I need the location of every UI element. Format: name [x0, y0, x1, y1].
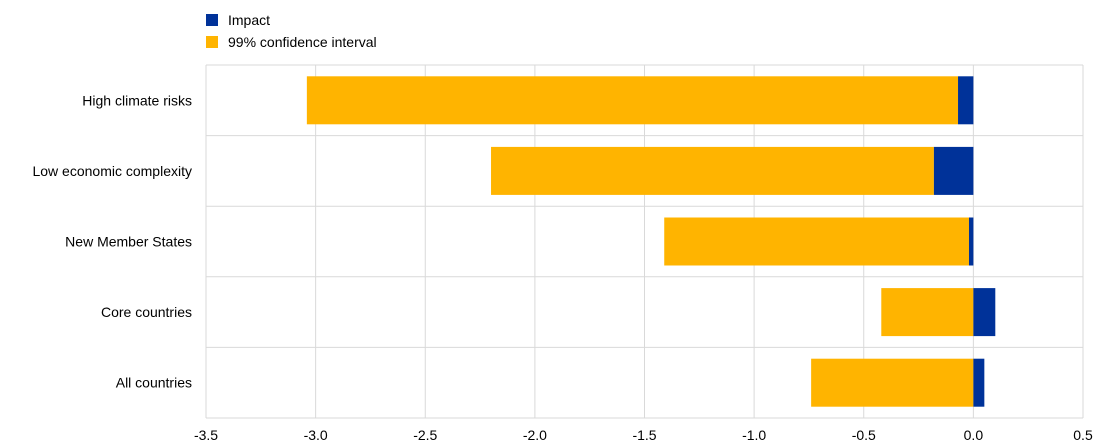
impact-bar-4: [973, 358, 985, 407]
impact-bar-1: [933, 146, 974, 195]
x-tick-label-0: -3.5: [194, 427, 218, 443]
legend-label-impact: Impact: [228, 12, 270, 28]
category-label-2: New Member States: [65, 234, 192, 250]
category-label-1: Low economic complexity: [32, 163, 192, 179]
ci-bar-3: [881, 288, 974, 337]
ci-bar-0: [306, 76, 959, 125]
category-label-3: Core countries: [101, 304, 192, 320]
ci-bar-1: [491, 146, 934, 195]
legend: Impact 99% confidence interval: [206, 12, 377, 50]
x-tick-label-6: -0.5: [852, 427, 876, 443]
legend-swatch-confidence-interval: [206, 36, 218, 48]
legend-swatch-impact: [206, 14, 218, 26]
plot-area: High climate risks Low economic complexit…: [32, 64, 1093, 443]
category-label-4: All countries: [116, 375, 192, 391]
ci-bar-2: [664, 217, 969, 266]
x-tick-label-1: -3.0: [304, 427, 328, 443]
x-tick-label-4: -1.5: [632, 427, 656, 443]
impact-bar-3: [973, 288, 996, 337]
ci-bar-4: [811, 358, 974, 407]
x-tick-label-7: 0.0: [964, 427, 984, 443]
impact-bar-0: [958, 76, 974, 125]
x-tick-label-5: -1.0: [742, 427, 766, 443]
x-tick-label-2: -2.5: [413, 427, 437, 443]
category-label-0: High climate risks: [82, 92, 192, 108]
legend-label-confidence-interval: 99% confidence interval: [228, 34, 377, 50]
x-tick-label-3: -2.0: [523, 427, 547, 443]
impact-bar-2: [968, 217, 974, 266]
x-tick-label-8: 0.5: [1073, 427, 1093, 443]
